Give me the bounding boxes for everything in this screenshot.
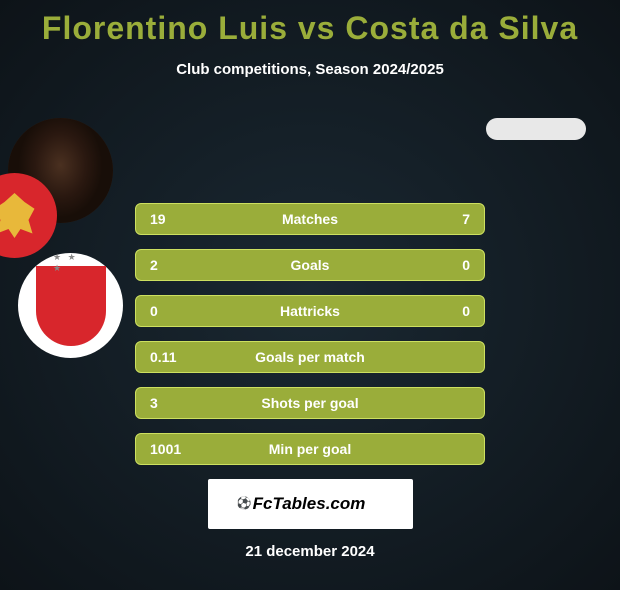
club-left-stars-icon: ★ ★ ★ — [53, 252, 88, 274]
stat-row-goals-per-match: 0.11 Goals per match — [135, 341, 485, 373]
footer-date: 21 december 2024 — [0, 543, 620, 560]
stat-left-value: 0.11 — [150, 349, 210, 365]
player-right-avatar — [486, 118, 586, 140]
content-area: ★ ★ ★ 19 Matches 7 2 Goals 0 0 Hattricks… — [0, 118, 620, 560]
stat-left-value: 19 — [150, 211, 210, 227]
stat-label: Goals — [210, 257, 410, 273]
stat-left-value: 3 — [150, 395, 210, 411]
stat-label: Min per goal — [210, 441, 410, 457]
stat-row-shots-per-goal: 3 Shots per goal — [135, 387, 485, 419]
comparison-subtitle: Club competitions, Season 2024/2025 — [0, 61, 620, 78]
club-left-badge: ★ ★ ★ — [18, 253, 123, 358]
stat-label: Goals per match — [210, 349, 410, 365]
stat-left-value: 0 — [150, 303, 210, 319]
stat-left-value: 1001 — [150, 441, 210, 457]
footer-logo: FcTables.com — [208, 479, 413, 529]
stat-label: Shots per goal — [210, 395, 410, 411]
club-left-shield-icon: ★ ★ ★ — [36, 266, 106, 346]
stat-row-goals: 2 Goals 0 — [135, 249, 485, 281]
stat-row-matches: 19 Matches 7 — [135, 203, 485, 235]
stats-container: 19 Matches 7 2 Goals 0 0 Hattricks 0 0.1… — [135, 203, 485, 465]
stat-left-value: 2 — [150, 257, 210, 273]
stat-label: Matches — [210, 211, 410, 227]
comparison-title: Florentino Luis vs Costa da Silva — [0, 10, 620, 47]
stat-label: Hattricks — [210, 303, 410, 319]
footer-logo-text: FcTables.com — [253, 494, 366, 514]
stat-right-value: 7 — [410, 211, 470, 227]
stat-row-min-per-goal: 1001 Min per goal — [135, 433, 485, 465]
stat-row-hattricks: 0 Hattricks 0 — [135, 295, 485, 327]
stat-right-value: 0 — [410, 257, 470, 273]
stat-right-value: 0 — [410, 303, 470, 319]
